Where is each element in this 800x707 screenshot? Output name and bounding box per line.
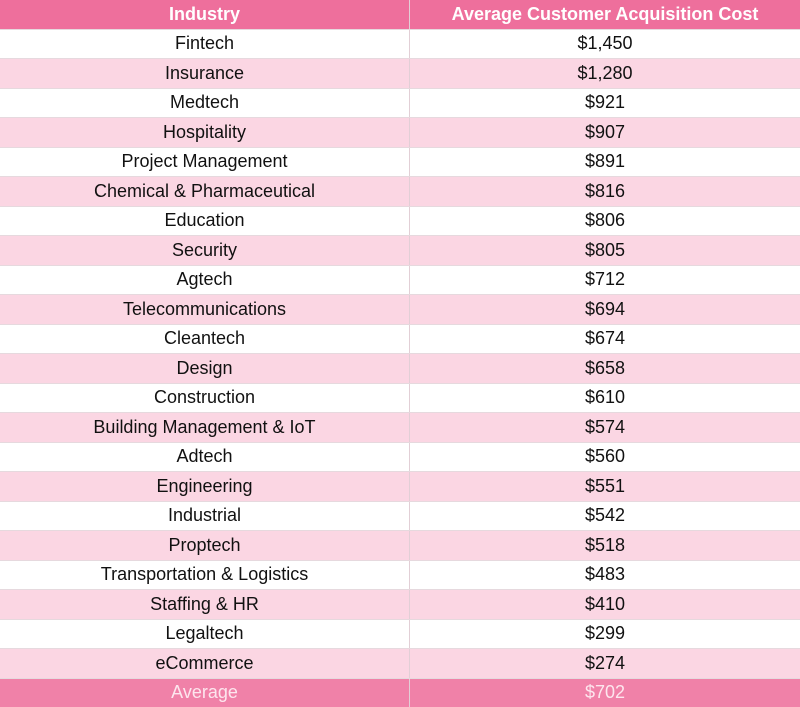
table-row: Hospitality $907 <box>0 118 800 148</box>
table-cell: Industrial <box>0 501 410 530</box>
table-row: Legaltech $299 <box>0 619 800 649</box>
table-row: Industry Average Customer Acquisition Cos… <box>0 0 800 30</box>
header-cell: Industry <box>0 0 410 29</box>
table-cell: $1,280 <box>577 62 633 83</box>
table-cell: $816 <box>584 180 626 201</box>
table-cell: $574 <box>584 416 626 437</box>
table-cell: eCommerce <box>0 649 410 678</box>
table-cell: Telecommunications <box>0 295 410 324</box>
table-cell: $805 <box>584 239 626 260</box>
table-cell: $483 <box>584 564 626 585</box>
table-cell: Engineering <box>0 472 410 501</box>
table-cell: $410 <box>584 593 626 614</box>
table-cell: Fintech <box>0 29 410 58</box>
table-cell: Security <box>0 236 410 265</box>
table-cell: Education <box>0 206 410 235</box>
table-row: Design $658 <box>0 354 800 384</box>
table-row: Cleantech $674 <box>0 324 800 354</box>
header-cell: Average Customer Acquisition Cost <box>451 3 759 24</box>
table-cell: Design <box>0 354 410 383</box>
table-cell: $1,450 <box>577 33 633 54</box>
table-cell: $658 <box>584 357 626 378</box>
table-row: Staffing & HR $410 <box>0 590 800 620</box>
table-cell: Hospitality <box>0 118 410 147</box>
table-cell: $274 <box>584 652 626 673</box>
table-cell: Construction <box>0 383 410 412</box>
table-cell: Adtech <box>0 442 410 471</box>
table-cell: Cleantech <box>0 324 410 353</box>
table-cell: $610 <box>584 387 626 408</box>
table-cell: $551 <box>584 475 626 496</box>
table-row: Transportation & Logistics $483 <box>0 560 800 590</box>
table-cell: Proptech <box>0 531 410 560</box>
table-cell: Insurance <box>0 59 410 88</box>
table-cell: Legaltech <box>0 619 410 648</box>
table-row: Average $702 <box>0 678 800 707</box>
table-row: Insurance $1,280 <box>0 59 800 89</box>
table-cell: $518 <box>584 534 626 555</box>
table-cell: $702 <box>584 682 626 703</box>
table-cell: $299 <box>584 623 626 644</box>
table-row: Education $806 <box>0 206 800 236</box>
table-cell: Transportation & Logistics <box>0 560 410 589</box>
table-cell: Staffing & HR <box>0 590 410 619</box>
table-cell: $806 <box>584 210 626 231</box>
table-cell: $712 <box>584 269 626 290</box>
table-row: Security $805 <box>0 236 800 266</box>
table-cell: $674 <box>584 328 626 349</box>
table-row: Fintech $1,450 <box>0 29 800 59</box>
table-cell: Building Management & IoT <box>0 413 410 442</box>
table-cell: Average <box>0 678 410 707</box>
table-cell: $891 <box>584 151 626 172</box>
table-row: Medtech $921 <box>0 88 800 118</box>
table-row: eCommerce $274 <box>0 649 800 679</box>
table-row: Building Management & IoT $574 <box>0 413 800 443</box>
table-row: Chemical & Pharmaceutical $816 <box>0 177 800 207</box>
table-row: Construction $610 <box>0 383 800 413</box>
table-row: Industrial $542 <box>0 501 800 531</box>
table-cell: $921 <box>584 92 626 113</box>
table-cell: $907 <box>584 121 626 142</box>
table-row: Project Management $891 <box>0 147 800 177</box>
table-row: Agtech $712 <box>0 265 800 295</box>
table-row: Engineering $551 <box>0 472 800 502</box>
table-row: Adtech $560 <box>0 442 800 472</box>
table-cell: Medtech <box>0 88 410 117</box>
table-row: Proptech $518 <box>0 531 800 561</box>
table-cell: $560 <box>584 446 626 467</box>
table-cell: $542 <box>584 505 626 526</box>
table-row: Telecommunications $694 <box>0 295 800 325</box>
table-cell: Project Management <box>0 147 410 176</box>
table-cell: $694 <box>584 298 626 319</box>
table-cell: Chemical & Pharmaceutical <box>0 177 410 206</box>
table-cell: Agtech <box>0 265 410 294</box>
